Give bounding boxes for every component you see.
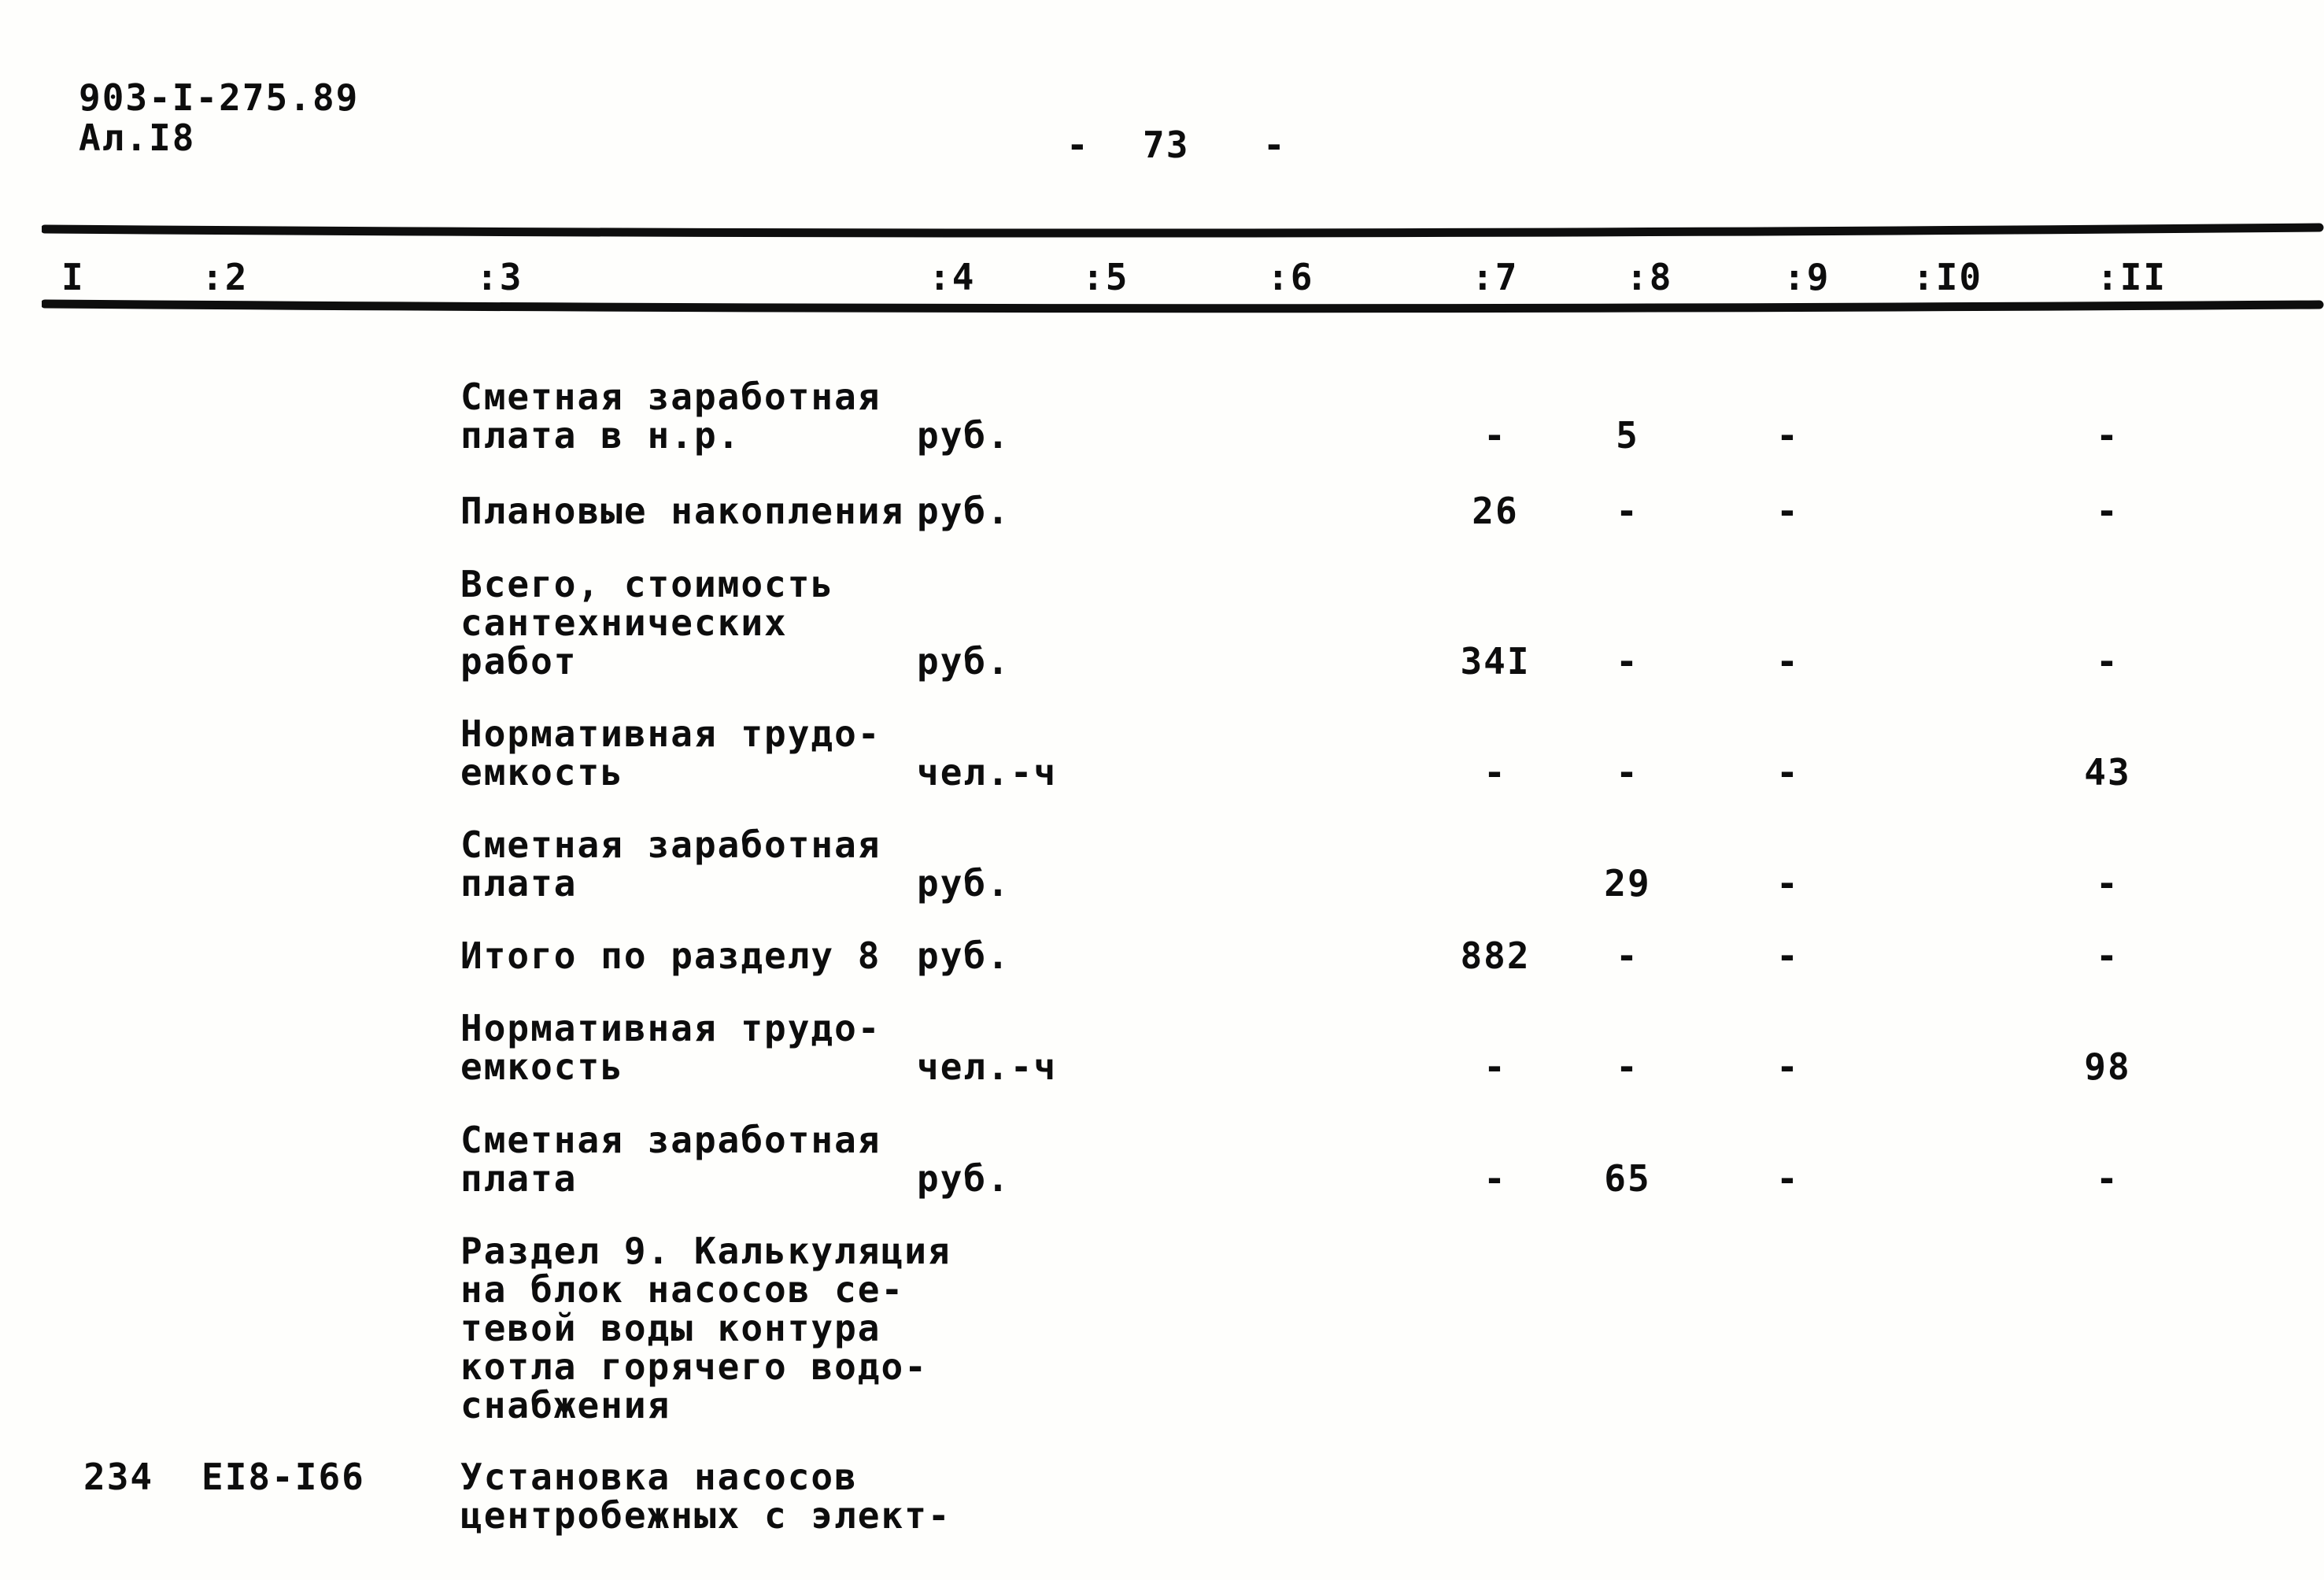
- row-value-col7: -: [1483, 414, 1507, 457]
- row-value-col11: 98: [2084, 1045, 2131, 1088]
- row-value-col11: -: [2096, 862, 2119, 905]
- row-value-col9: -: [1776, 490, 1800, 532]
- column-header-5: :5: [1082, 256, 1129, 298]
- column-header-2: :2: [201, 256, 249, 298]
- row-unit: руб.: [917, 934, 1011, 977]
- row-name-line: работ: [460, 640, 578, 683]
- row-unit: руб.: [917, 414, 1011, 457]
- column-header-1: I: [61, 256, 85, 298]
- row-value-col7: 882: [1460, 934, 1531, 977]
- row-value-col7: 26: [1472, 490, 1519, 532]
- row-value-col8: -: [1616, 751, 1639, 794]
- row-name-line: Плановые накопления: [460, 490, 905, 532]
- row-name-line: плата в н.р.: [460, 414, 741, 457]
- row-unit: руб.: [917, 862, 1011, 905]
- row-value-col7: -: [1483, 751, 1507, 794]
- page-number-right-dash: -: [1263, 124, 1287, 166]
- item-code: ЕI8-I66: [201, 1456, 365, 1498]
- row-value-col11: -: [2096, 414, 2119, 457]
- row-value-col8: -: [1616, 1045, 1639, 1088]
- column-header-4: :4: [929, 256, 976, 298]
- column-header-8: :8: [1626, 256, 1673, 298]
- row-name-line: Нормативная трудо-: [460, 712, 881, 755]
- column-header-6: :6: [1267, 256, 1314, 298]
- row-unit: чел.-ч: [917, 1045, 1058, 1088]
- row-value-col8: -: [1616, 490, 1639, 532]
- row-name-line: Итого по разделу 8: [460, 934, 881, 977]
- section-heading-line: на блок насосов се-: [460, 1268, 905, 1311]
- item-name-line: Установка насосов: [460, 1456, 858, 1498]
- row-name-line: сантехнических: [460, 601, 788, 644]
- table-header-underline: [42, 299, 2324, 313]
- row-name-line: Сметная заработная: [460, 1119, 881, 1161]
- section-heading-line: снабжения: [460, 1384, 671, 1426]
- row-unit: руб.: [917, 640, 1011, 683]
- page-number: 73: [1143, 124, 1190, 166]
- section-heading-line: Раздел 9. Калькуляция: [460, 1230, 951, 1272]
- row-value-col9: -: [1776, 1045, 1800, 1088]
- row-name-line: Сметная заработная: [460, 823, 881, 866]
- row-name-line: Сметная заработная: [460, 376, 881, 418]
- row-value-col8: 5: [1616, 414, 1639, 457]
- row-value-col9: -: [1776, 1157, 1800, 1200]
- row-name-line: емкость: [460, 751, 624, 794]
- row-value-col11: 43: [2084, 751, 2131, 794]
- row-value-col11: -: [2096, 934, 2119, 977]
- row-value-col7: -: [1483, 1157, 1507, 1200]
- row-value-col9: -: [1776, 751, 1800, 794]
- row-name-line: плата: [460, 1157, 578, 1200]
- row-value-col8: -: [1616, 640, 1639, 683]
- column-header-3: :3: [476, 256, 523, 298]
- row-value-col11: -: [2096, 490, 2119, 532]
- row-value-col8: -: [1616, 934, 1639, 977]
- row-name-line: емкость: [460, 1045, 624, 1088]
- column-header-9: :9: [1783, 256, 1831, 298]
- row-value-col7: 34I: [1460, 640, 1531, 683]
- row-value-col11: -: [2096, 1157, 2119, 1200]
- row-value-col9: -: [1776, 862, 1800, 905]
- row-unit: руб.: [917, 1157, 1011, 1200]
- item-number: 234: [83, 1456, 154, 1498]
- row-value-col9: -: [1776, 640, 1800, 683]
- row-unit: руб.: [917, 490, 1011, 532]
- sheet-label: Ал.I8: [79, 117, 196, 159]
- row-value-col9: -: [1776, 934, 1800, 977]
- column-header-7: :7: [1472, 256, 1519, 298]
- row-value-col8: 29: [1604, 862, 1651, 905]
- column-header-10: :I0: [1912, 256, 1983, 298]
- section-heading-line: тевой воды контура: [460, 1307, 881, 1349]
- table-top-rule: [42, 223, 2324, 238]
- row-value-col9: -: [1776, 414, 1800, 457]
- row-unit: чел.-ч: [917, 751, 1058, 794]
- item-name-line: центробежных с элект-: [460, 1494, 951, 1537]
- page-number-left-dash: -: [1066, 124, 1090, 166]
- doc-code: 903-I-275.89: [79, 76, 360, 119]
- row-value-col8: 65: [1604, 1157, 1651, 1200]
- section-heading-line: котла горячего водо-: [460, 1345, 928, 1388]
- row-name-line: Нормативная трудо-: [460, 1007, 881, 1049]
- row-name-line: Всего, стоимость: [460, 563, 835, 605]
- row-value-col7: -: [1483, 1045, 1507, 1088]
- row-name-line: плата: [460, 862, 578, 905]
- row-value-col11: -: [2096, 640, 2119, 683]
- column-header-11: :II: [2097, 256, 2167, 298]
